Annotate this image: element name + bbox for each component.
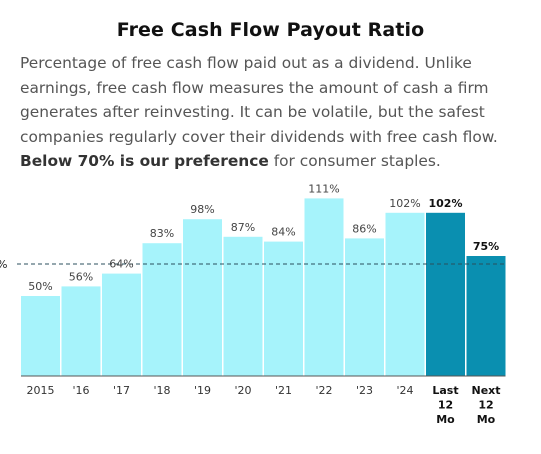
x-tick-label-0: 2015 — [27, 384, 55, 397]
x-tick-label-6: '21 — [275, 384, 292, 397]
bar-6 — [264, 241, 303, 376]
value-label-11: 75% — [473, 240, 499, 253]
value-label-0: 50% — [28, 280, 52, 293]
x-tick-label-3: '18 — [153, 384, 170, 397]
description-tail: for consumer staples. — [268, 152, 441, 170]
value-label-5: 87% — [231, 221, 255, 234]
x-tick-label-9: '24 — [396, 384, 413, 397]
value-label-1: 56% — [69, 270, 93, 283]
value-label-7: 111% — [308, 182, 339, 195]
bar-1 — [61, 286, 101, 376]
bar-11 — [466, 256, 506, 376]
x-tick-label-8: '23 — [356, 384, 373, 397]
x-tick-label-line: Next — [471, 384, 500, 397]
chart-title: Free Cash Flow Payout Ratio — [116, 19, 425, 41]
x-tick-label-5: '20 — [234, 384, 251, 397]
x-tick-label-line: 12 — [478, 399, 493, 412]
value-label-9: 102% — [389, 197, 420, 210]
bar-2 — [102, 273, 141, 376]
bar-4 — [183, 219, 222, 376]
bar-8 — [345, 238, 384, 376]
description-text: Percentage of free cash flow paid out as… — [20, 54, 498, 146]
reference-line-group: % — [0, 258, 505, 271]
value-label-4: 98% — [190, 203, 214, 216]
x-tick-label-line: 12 — [438, 399, 453, 412]
x-tick-label-line: '23 — [356, 384, 373, 397]
x-tick-label-line: '21 — [275, 384, 292, 397]
x-tick-label-4: '19 — [194, 384, 211, 397]
x-tick-label-line: Last — [432, 384, 458, 397]
bar-0 — [21, 296, 60, 376]
x-tick-label-1: '16 — [72, 384, 89, 397]
x-tick-label-line: Mo — [436, 413, 455, 426]
bar-7 — [304, 198, 344, 376]
x-tick-label-line: Mo — [477, 413, 496, 426]
x-tick-label-line: '20 — [234, 384, 251, 397]
reference-line-label: % — [0, 258, 7, 271]
bars-group — [21, 198, 506, 376]
bar-9 — [385, 212, 425, 376]
value-label-3: 83% — [150, 227, 174, 240]
x-tick-label-line: 2015 — [27, 384, 55, 397]
x-tick-label-line: '17 — [113, 384, 130, 397]
x-tick-label-line: '19 — [194, 384, 211, 397]
x-tick-label-line: '24 — [396, 384, 413, 397]
x-tick-label-10: Last 12 Mo — [432, 384, 458, 426]
bar-3 — [142, 243, 182, 376]
x-tick-label-2: '17 — [113, 384, 130, 397]
value-label-6: 84% — [271, 226, 295, 239]
x-tick-labels-group: 2015'16'17'18'19'20'21'22'23'24 Last 12 MoN… — [27, 384, 501, 426]
x-tick-label-7: '22 — [315, 384, 332, 397]
value-label-10: 102% — [429, 197, 463, 210]
x-tick-label-11: Next 12 Mo — [471, 384, 500, 426]
x-tick-label-line: '18 — [153, 384, 170, 397]
chart-description: Percentage of free cash flow paid out as… — [20, 51, 532, 174]
x-tick-label-line: '16 — [72, 384, 89, 397]
bar-5 — [223, 236, 263, 376]
x-tick-label-line: '22 — [315, 384, 332, 397]
bar-10 — [426, 212, 465, 376]
value-labels-group: 50% 56% 64% 83% 98% 87% 84% 111% 86% 102% 102% 75% — [28, 182, 499, 293]
value-label-8: 86% — [352, 222, 376, 235]
value-label-2: 64% — [109, 258, 133, 271]
description-emphasis: Below 70% is our preference — [20, 152, 269, 170]
